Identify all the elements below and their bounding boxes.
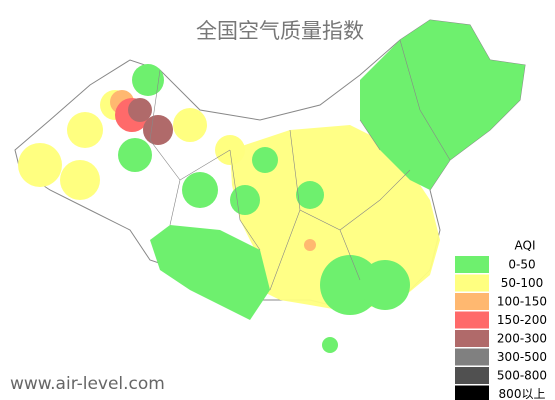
legend-label: 100-150 [497, 295, 547, 309]
legend: 0-50 50-100 100-150 150-200 200-300 300-500 50… [455, 256, 547, 400]
legend-swatch [455, 293, 489, 310]
legend-label: 50-100 [501, 276, 544, 290]
yellow-area [67, 112, 103, 148]
legend-title: AQI [515, 239, 536, 253]
legend-swatch [455, 348, 489, 366]
legend-swatch [455, 256, 489, 273]
china-map [14, 19, 526, 353]
green-area [322, 337, 338, 353]
legend-label: 800以上 [499, 387, 546, 400]
green-area [182, 172, 218, 208]
legend-label: 150-200 [497, 313, 547, 327]
watermark: www.air-level.com [10, 374, 165, 394]
green-area [252, 147, 278, 173]
green-area [230, 185, 260, 215]
legend-swatch [455, 385, 489, 400]
legend-label: 200-300 [497, 332, 547, 346]
green-area [132, 64, 164, 96]
legend-swatch [455, 367, 489, 384]
legend-label: 0-50 [508, 258, 535, 272]
province-borders [149, 39, 451, 291]
legend-label: 500-800 [497, 369, 547, 383]
legend-swatch [455, 274, 489, 292]
green-area [118, 138, 152, 172]
yellow-area [60, 160, 100, 200]
legend-swatch [455, 330, 489, 347]
yellow-area [18, 143, 62, 187]
orange-area [304, 239, 316, 251]
green-area [296, 181, 324, 209]
green-northeast [360, 20, 525, 190]
brown-area [128, 98, 152, 122]
green-southwest [150, 225, 270, 320]
map-title: 全国空气质量指数 [196, 19, 364, 43]
legend-swatch [455, 311, 489, 329]
brown-area [143, 115, 173, 145]
green-area [360, 260, 410, 310]
legend-label: 300-500 [497, 350, 547, 364]
yellow-area [173, 108, 207, 142]
